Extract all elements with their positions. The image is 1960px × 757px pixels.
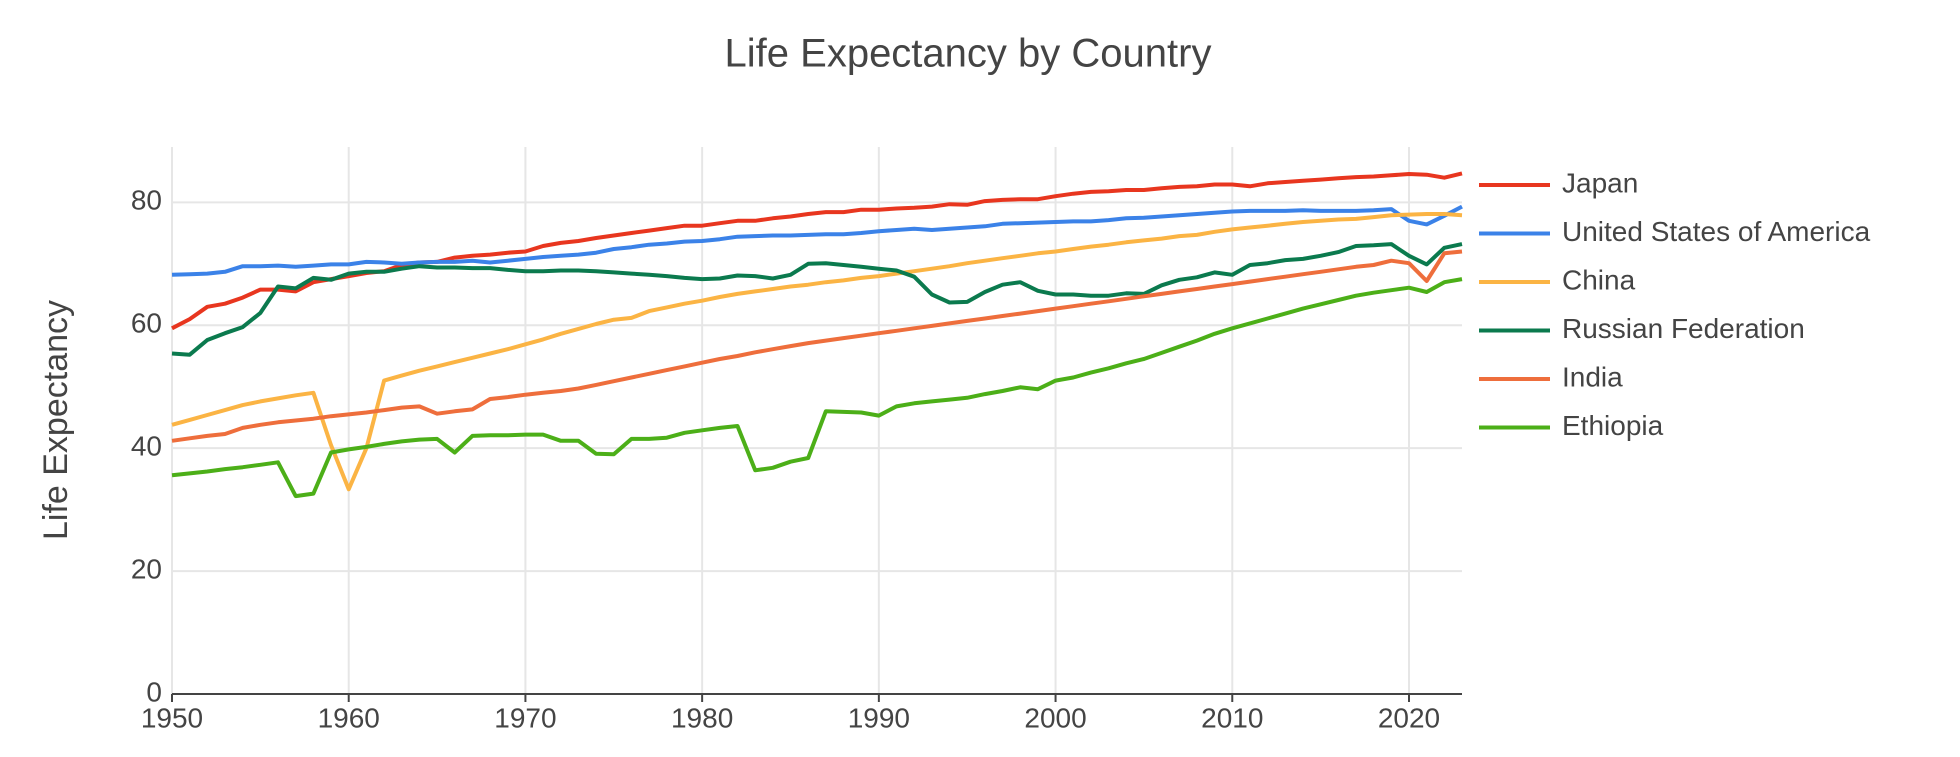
- y-tick-label: 20: [131, 553, 162, 584]
- chart-title: Life Expectancy by Country: [725, 32, 1212, 76]
- x-tick-label: 1950: [141, 702, 203, 733]
- legend-label: Japan: [1562, 167, 1638, 198]
- legend-label: Ethiopia: [1562, 410, 1664, 441]
- x-tick-label: 2010: [1201, 702, 1263, 733]
- series-line: [171, 204, 1463, 277]
- series-line: [171, 277, 1463, 499]
- y-tick-label: 80: [131, 185, 162, 216]
- x-tick-label: 1970: [494, 702, 556, 733]
- x-tick-label: 1990: [848, 702, 910, 733]
- legend-label: China: [1562, 264, 1636, 295]
- x-tick-label: 1980: [671, 702, 733, 733]
- y-axis-title: Life Expectancy: [37, 300, 75, 540]
- y-tick-label: 0: [146, 676, 162, 707]
- legend-label: United States of America: [1562, 216, 1871, 247]
- x-tick-label: 2000: [1024, 702, 1086, 733]
- series-line: [171, 212, 1463, 492]
- x-tick-label: 2020: [1378, 702, 1440, 733]
- y-tick-label: 60: [131, 308, 162, 339]
- x-tick-label: 1960: [318, 702, 380, 733]
- legend-label: Russian Federation: [1562, 313, 1805, 344]
- series-line: [171, 249, 1463, 443]
- y-tick-label: 40: [131, 431, 162, 462]
- series-line: [171, 242, 1463, 357]
- legend-label: India: [1562, 361, 1623, 392]
